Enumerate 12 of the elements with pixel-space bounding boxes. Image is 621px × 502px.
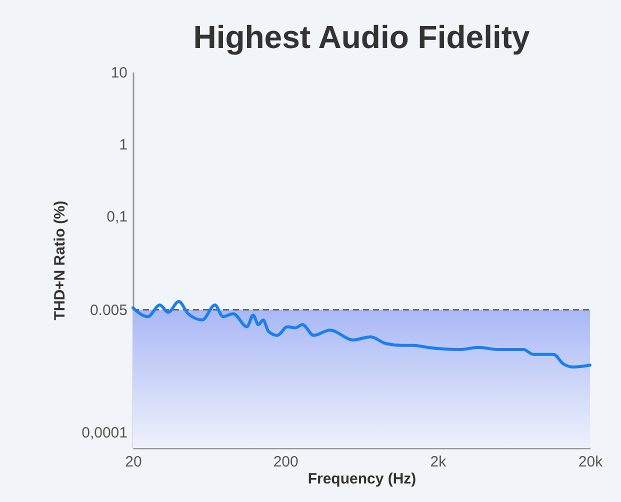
x-tick-label: 200 (273, 454, 298, 470)
y-tick-label: 0,1 (106, 208, 128, 226)
y-tick-label: 0.005 (90, 302, 128, 320)
y-tick-label: 0,0001 (82, 424, 128, 442)
y-tick-label: 1 (119, 136, 128, 154)
chart-title: Highest Audio Fidelity (193, 19, 530, 55)
x-tick-label: 20k (578, 454, 604, 470)
x-tick-label: 2k (430, 454, 447, 470)
y-axis-title: THD+N Ratio (%) (52, 200, 69, 320)
x-axis-title: Frequency (Hz) (308, 470, 416, 488)
y-tick-label: 10 (110, 64, 128, 82)
x-tick-label: 20 (125, 454, 142, 470)
